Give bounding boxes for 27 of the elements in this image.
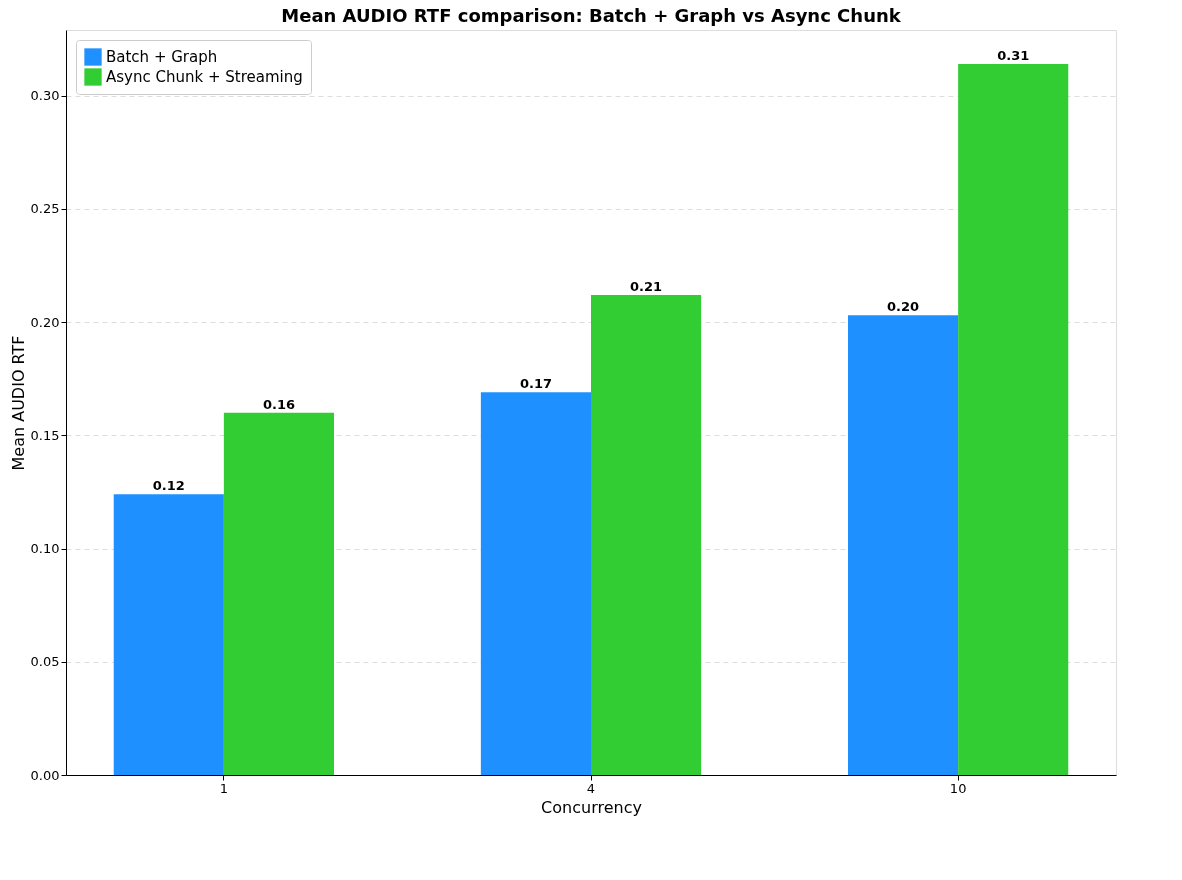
bar: [223, 412, 335, 775]
y-tick-label: 0.25: [30, 201, 60, 217]
legend-label: Batch + Graph: [106, 48, 218, 66]
x-tick-label: 10: [949, 780, 967, 796]
y-tick-label: 0.30: [30, 88, 60, 104]
data-label: 0.20: [887, 299, 920, 315]
x-tick-label: 1: [219, 780, 229, 796]
y-axis-title: Mean AUDIO RTF: [8, 335, 28, 471]
x-tick-label: 4: [586, 780, 596, 796]
chart-title: Mean AUDIO RTF comparison: Batch + Graph vs Async Chunk: [281, 5, 902, 26]
bar: [958, 63, 1069, 775]
y-tick-label: 0.05: [30, 654, 60, 670]
legend-label: Async Chunk + Streaming: [106, 68, 303, 86]
bar: [847, 315, 959, 775]
bar: [480, 392, 591, 775]
data-label: 0.16: [262, 396, 295, 412]
data-label: 0.12: [152, 478, 185, 494]
y-tick-label: 0.00: [30, 767, 60, 783]
y-tick-label: 0.20: [30, 314, 60, 330]
bar: [591, 294, 702, 775]
y-tick-label: 0.10: [30, 541, 60, 557]
y-tick-label: 0.15: [30, 427, 60, 443]
x-axis-title: Concurrency: [541, 797, 642, 817]
data-label: 0.17: [519, 376, 552, 392]
data-label: 0.31: [997, 47, 1030, 63]
data-label: 0.21: [630, 278, 663, 294]
bar: [113, 494, 224, 775]
